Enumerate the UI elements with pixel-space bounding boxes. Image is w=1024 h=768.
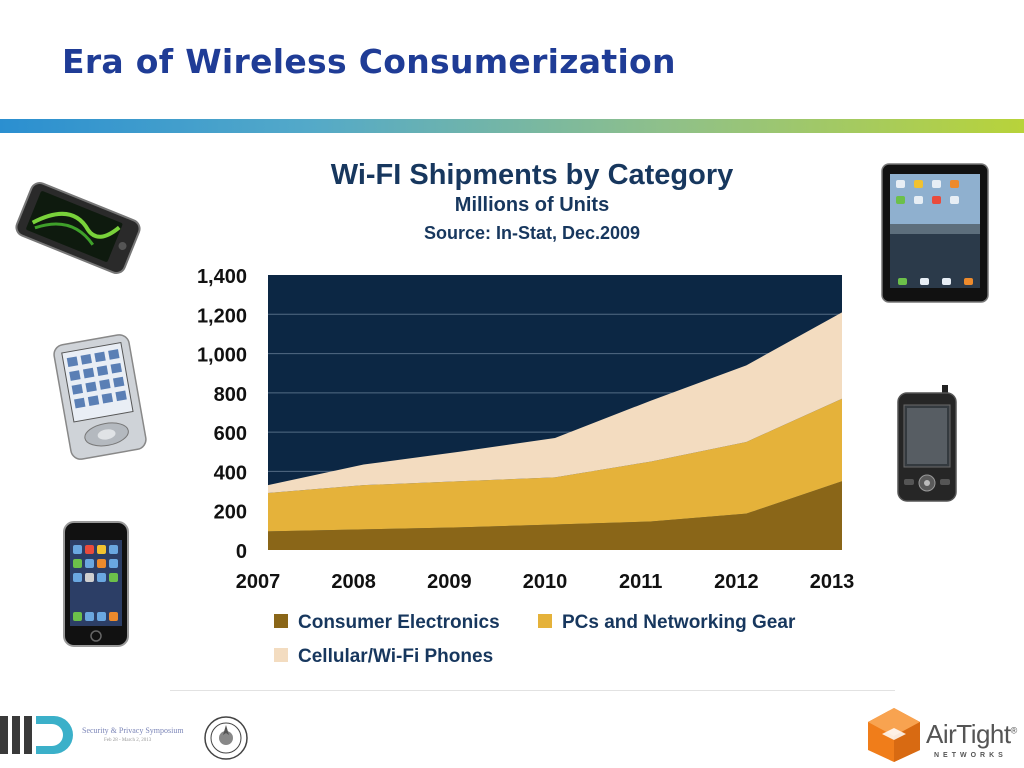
x-axis-ticks: 2007 2008 2009 2010 2011 2012 2013 — [236, 571, 855, 593]
y-tick-label: 400 — [214, 462, 247, 484]
iphone-image — [63, 521, 129, 647]
chart-legend: Consumer Electronics PCs and Networking G… — [274, 612, 796, 667]
iiitd-logo — [0, 716, 73, 754]
ipad-image — [881, 163, 989, 303]
title-gradient-bar — [0, 119, 1024, 133]
pocket-pc-image — [897, 385, 957, 502]
airtight-name: AirTight — [926, 719, 1011, 749]
x-tick-label: 2012 — [714, 571, 759, 593]
y-tick-label: 1,400 — [197, 266, 247, 288]
chart-subtitle: Millions of Units — [455, 194, 609, 216]
slide-title: Era of Wireless Consumerization — [62, 42, 676, 81]
airtight-logo-icon — [868, 708, 920, 762]
smartphone-image — [15, 182, 141, 274]
x-tick-label: 2013 — [810, 571, 855, 593]
y-tick-label: 1,000 — [197, 345, 247, 367]
x-tick-label: 2010 — [523, 571, 568, 593]
area-series-1 — [268, 481, 842, 550]
legend-label: Consumer Electronics — [298, 612, 500, 633]
x-tick-label: 2009 — [427, 571, 472, 593]
area-series — [268, 312, 842, 550]
university-seal-icon — [204, 716, 248, 760]
registered-mark: ® — [1010, 725, 1018, 736]
x-tick-label: 2011 — [619, 571, 662, 593]
chart-title: Wi-FI Shipments by Category — [331, 159, 734, 191]
legend-swatch — [274, 648, 288, 662]
y-tick-label: 200 — [214, 502, 247, 524]
y-axis-ticks: 0 200 400 600 800 1,000 1,200 1,400 — [197, 266, 247, 563]
symposium-line1: Security & Privacy Symposium — [82, 726, 184, 735]
y-tick-label: 1,200 — [197, 305, 247, 327]
bottom-rule — [170, 690, 895, 691]
y-tick-label: 600 — [214, 423, 247, 445]
legend-swatch — [274, 614, 288, 628]
pda-image — [53, 334, 147, 460]
x-tick-label: 2007 — [236, 571, 281, 593]
wifi-shipments-chart: Wi-FI Shipments by Category Millions of … — [197, 159, 855, 667]
symposium-line2: Feb 28 - March 2, 2013 — [104, 738, 152, 743]
legend-label: Cellular/Wi-Fi Phones — [298, 646, 493, 667]
symposium-caption: Security & Privacy Symposium Feb 28 - Ma… — [82, 726, 184, 746]
area-series-2 — [268, 398, 842, 532]
area-series-3 — [268, 312, 842, 494]
legend-swatch — [538, 614, 552, 628]
airtight-networks: NETWORKS — [934, 752, 1007, 759]
y-tick-label: 0 — [236, 541, 247, 563]
chart-source: Source: In-Stat, Dec.2009 — [424, 223, 640, 243]
legend-label: PCs and Networking Gear — [562, 612, 796, 633]
airtight-wordmark: AirTight® — [926, 719, 1017, 750]
x-tick-label: 2008 — [331, 571, 376, 593]
y-tick-label: 800 — [214, 384, 247, 406]
